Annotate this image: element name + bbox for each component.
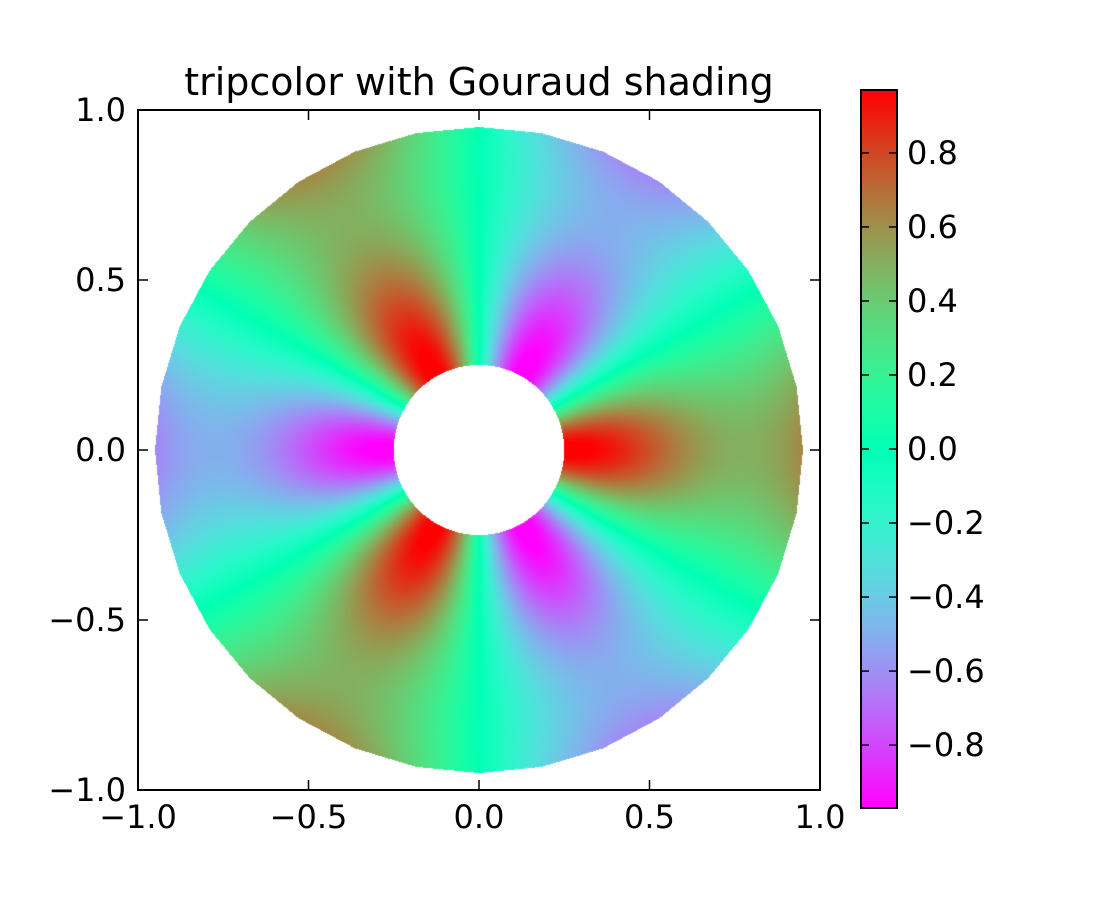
- y-axis-ticks: −1.0 −0.5 0.0 0.5 1.0: [48, 91, 820, 809]
- colorbar-tick-label: −0.8: [907, 726, 985, 764]
- colorbar-tick-label: −0.2: [907, 504, 985, 542]
- x-tick-label: −1.0: [99, 798, 177, 836]
- colorbar-tick-label: 0.0: [907, 430, 958, 468]
- colorbar-tick-label: −0.4: [907, 578, 985, 616]
- chart-title: tripcolor with Gouraud shading: [184, 60, 774, 104]
- colorbar-ticks: 0.8 0.6 0.4 0.2 0.0 −0.2 −0.4 −0.6 −0.8: [861, 134, 985, 764]
- colorbar-tick-label: 0.4: [907, 282, 958, 320]
- tripcolor-field: [138, 110, 820, 790]
- y-tick-label: −0.5: [48, 601, 126, 639]
- y-tick-label: 0.0: [75, 431, 126, 469]
- y-tick-label: 1.0: [75, 91, 126, 129]
- colorbar: 0.8 0.6 0.4 0.2 0.0 −0.2 −0.4 −0.6 −0.8: [860, 89, 985, 809]
- x-tick-label: 0.0: [454, 798, 505, 836]
- x-tick-label: −0.5: [270, 798, 348, 836]
- colorbar-tick-label: 0.2: [907, 356, 958, 394]
- x-tick-label: 1.0: [795, 798, 846, 836]
- x-axis-ticks: −1.0 −0.5 0.0 0.5 1.0: [99, 110, 845, 836]
- colorbar-tick-label: −0.6: [907, 652, 985, 690]
- plot-axes: −1.0 −0.5 0.0 0.5 1.0 −1.0 −0.5 0.0 0.5 1.0: [48, 91, 845, 836]
- y-tick-label: 0.5: [75, 261, 126, 299]
- colorbar-tick-label: 0.6: [907, 208, 958, 246]
- y-tick-label: −1.0: [48, 771, 126, 809]
- colorbar-tick-label: 0.8: [907, 134, 958, 172]
- x-tick-label: 0.5: [624, 798, 675, 836]
